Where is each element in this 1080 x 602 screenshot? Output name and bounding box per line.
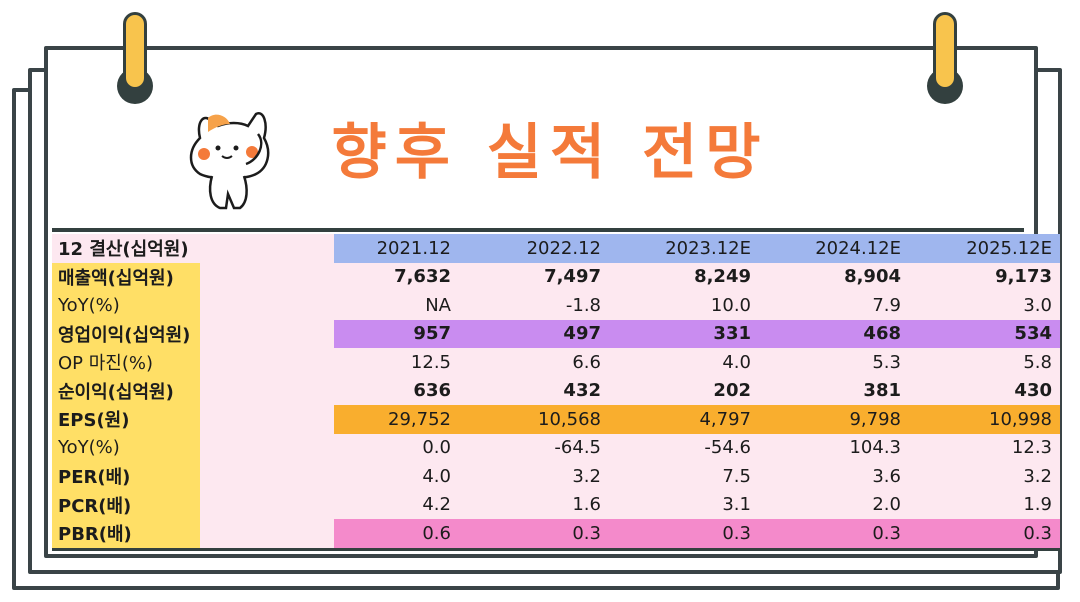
table-cell: 3.6 bbox=[759, 462, 909, 491]
table-cell: NA bbox=[334, 291, 459, 320]
row-label: 매출액(십억원) bbox=[52, 262, 200, 291]
binder-clip-icon bbox=[926, 12, 964, 110]
row-spacer bbox=[200, 291, 334, 320]
table-row: OP 마진(%) 12.5 6.6 4.0 5.3 5.8 bbox=[52, 348, 1060, 377]
row-label: PER(배) bbox=[52, 462, 200, 491]
table-cell: 0.0 bbox=[334, 433, 459, 462]
table-cell: 3.2 bbox=[459, 462, 609, 491]
table-cell: 8,249 bbox=[609, 262, 759, 291]
table-cell: 9,173 bbox=[909, 262, 1060, 291]
row-spacer bbox=[200, 462, 334, 491]
row-spacer bbox=[200, 405, 334, 434]
table-cell: 0.3 bbox=[459, 519, 609, 551]
table-cell: 29,752 bbox=[334, 405, 459, 434]
table-cell: 3.0 bbox=[909, 291, 1060, 320]
header-spacer bbox=[200, 234, 334, 263]
row-label: YoY(%) bbox=[52, 291, 200, 320]
table-cell: 4,797 bbox=[609, 405, 759, 434]
year-header: 2021.12 bbox=[334, 234, 459, 263]
row-label: 영업이익(십억원) bbox=[52, 319, 200, 348]
row-label: EPS(원) bbox=[52, 405, 200, 434]
table-cell: 1.6 bbox=[459, 490, 609, 519]
row-spacer bbox=[200, 433, 334, 462]
table-cell: 0.3 bbox=[909, 519, 1060, 551]
table-row: EPS(원) 29,752 10,568 4,797 9,798 10,998 bbox=[52, 405, 1060, 434]
table-row: PBR(배) 0.6 0.3 0.3 0.3 0.3 bbox=[52, 519, 1060, 551]
row-spacer bbox=[200, 519, 334, 551]
table-cell: 10,568 bbox=[459, 405, 609, 434]
table-row: 영업이익(십억원) 957 497 331 468 534 bbox=[52, 319, 1060, 348]
row-label: YoY(%) bbox=[52, 433, 200, 462]
table-cell: 1.9 bbox=[909, 490, 1060, 519]
table-header-row: 12 결산(십억원) 2021.12 2022.12 2023.12E 2024… bbox=[52, 234, 1060, 263]
table-cell: 430 bbox=[909, 376, 1060, 405]
table-cell: 957 bbox=[334, 319, 459, 348]
table-row: YoY(%) 0.0 -64.5 -54.6 104.3 12.3 bbox=[52, 433, 1060, 462]
table-cell: 0.6 bbox=[334, 519, 459, 551]
table-cell: 381 bbox=[759, 376, 909, 405]
table-cell: 636 bbox=[334, 376, 459, 405]
table-cell: 12.3 bbox=[909, 433, 1060, 462]
table-row: 매출액(십억원) 7,632 7,497 8,249 8,904 9,173 bbox=[52, 262, 1060, 291]
row-label: OP 마진(%) bbox=[52, 348, 200, 377]
table-cell: 468 bbox=[759, 319, 909, 348]
table-cell: -1.8 bbox=[459, 291, 609, 320]
table-row: PCR(배) 4.2 1.6 3.1 2.0 1.9 bbox=[52, 490, 1060, 519]
table-cell: 10.0 bbox=[609, 291, 759, 320]
table-cell: 331 bbox=[609, 319, 759, 348]
row-label: PBR(배) bbox=[52, 519, 200, 551]
table-cell: 0.3 bbox=[609, 519, 759, 551]
table-cell: 6.6 bbox=[459, 348, 609, 377]
table-cell: 4.0 bbox=[334, 462, 459, 491]
corner-label: 12 결산(십억원) bbox=[52, 234, 200, 263]
row-label: PCR(배) bbox=[52, 490, 200, 519]
table-cell: 12.5 bbox=[334, 348, 459, 377]
table-cell: 3.1 bbox=[609, 490, 759, 519]
table-row: YoY(%) NA -1.8 10.0 7.9 3.0 bbox=[52, 291, 1060, 320]
year-header: 2024.12E bbox=[759, 234, 909, 263]
table-top-border bbox=[52, 228, 1024, 232]
binder-clip-icon bbox=[116, 12, 154, 110]
table-cell: 8,904 bbox=[759, 262, 909, 291]
table-cell: 497 bbox=[459, 319, 609, 348]
table-cell: 0.3 bbox=[759, 519, 909, 551]
table-cell: 7,632 bbox=[334, 262, 459, 291]
page-title: 향후 실적 전망 bbox=[331, 118, 769, 188]
row-spacer bbox=[200, 319, 334, 348]
forecast-table: 12 결산(십억원) 2021.12 2022.12 2023.12E 2024… bbox=[52, 234, 1060, 551]
table-cell: 7.9 bbox=[759, 291, 909, 320]
table-row: PER(배) 4.0 3.2 7.5 3.6 3.2 bbox=[52, 462, 1060, 491]
year-header: 2022.12 bbox=[459, 234, 609, 263]
table-cell: 10,998 bbox=[909, 405, 1060, 434]
row-label: 순이익(십억원) bbox=[52, 376, 200, 405]
cat-mascot-icon bbox=[189, 112, 270, 210]
row-spacer bbox=[200, 490, 334, 519]
row-spacer bbox=[200, 262, 334, 291]
row-spacer bbox=[200, 348, 334, 377]
table-cell: 4.2 bbox=[334, 490, 459, 519]
year-header: 2023.12E bbox=[609, 234, 759, 263]
table-cell: 5.3 bbox=[759, 348, 909, 377]
table-cell: -64.5 bbox=[459, 433, 609, 462]
table-cell: 5.8 bbox=[909, 348, 1060, 377]
table-cell: 534 bbox=[909, 319, 1060, 348]
table-row: 순이익(십억원) 636 432 202 381 430 bbox=[52, 376, 1060, 405]
year-header: 2025.12E bbox=[909, 234, 1060, 263]
row-spacer bbox=[200, 376, 334, 405]
table-cell: 7.5 bbox=[609, 462, 759, 491]
table-cell: 104.3 bbox=[759, 433, 909, 462]
table-cell: 432 bbox=[459, 376, 609, 405]
table-cell: -54.6 bbox=[609, 433, 759, 462]
table-cell: 3.2 bbox=[909, 462, 1060, 491]
table-cell: 9,798 bbox=[759, 405, 909, 434]
table-cell: 4.0 bbox=[609, 348, 759, 377]
table-cell: 2.0 bbox=[759, 490, 909, 519]
table-cell: 7,497 bbox=[459, 262, 609, 291]
table-cell: 202 bbox=[609, 376, 759, 405]
